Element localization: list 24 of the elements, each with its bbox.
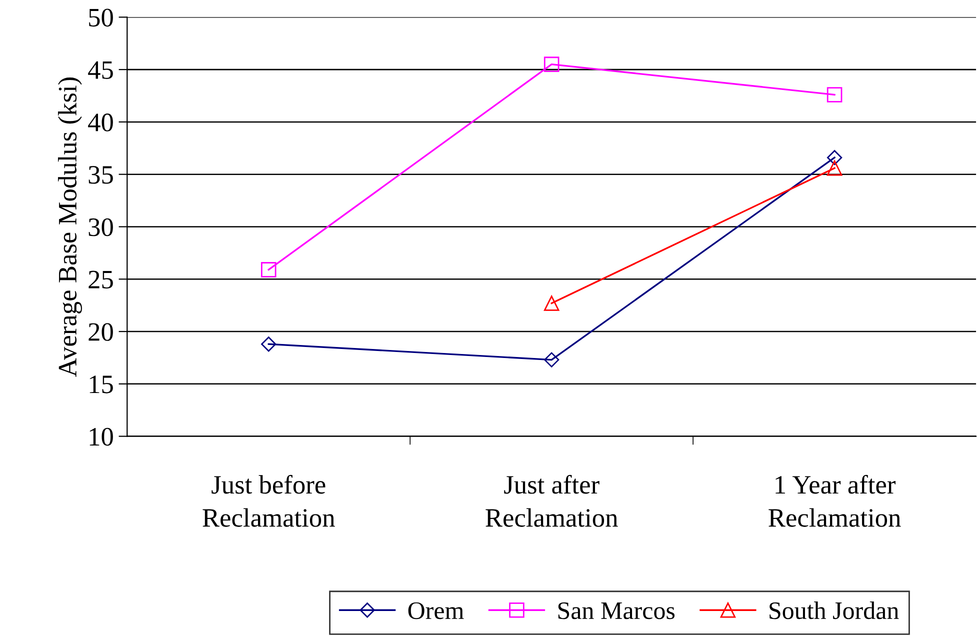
point [260, 262, 276, 278]
y-axis-title: Average Base Modulus (ksi) [58, 78, 82, 377]
point [826, 150, 842, 166]
y-tick-label: 15 [90, 376, 113, 394]
point [544, 296, 560, 311]
point [544, 56, 560, 72]
y-tick-label: 30 [88, 218, 113, 236]
point [826, 87, 842, 102]
x-tick-label: Just before Reclamation [202, 474, 335, 527]
legend-label: South Jordan [770, 602, 899, 620]
legend-label: San Marcos [558, 602, 675, 620]
point [261, 336, 276, 352]
y-tick-label: 10 [90, 428, 113, 446]
y-tick-label: 25 [88, 270, 113, 289]
y-tick-label: 20 [88, 323, 113, 341]
point [826, 160, 842, 176]
y-tick-label: 35 [88, 166, 113, 184]
x-tick-label: Just after Reclamation [486, 474, 618, 527]
point [544, 352, 560, 368]
x-tick-label: 1 Year after Reclamation [768, 474, 901, 527]
legend-label: Orem [408, 602, 464, 620]
y-tick-label: 45 [88, 61, 113, 79]
y-tick-label: 50 [89, 8, 113, 27]
y-tick-label: 40 [88, 114, 113, 132]
